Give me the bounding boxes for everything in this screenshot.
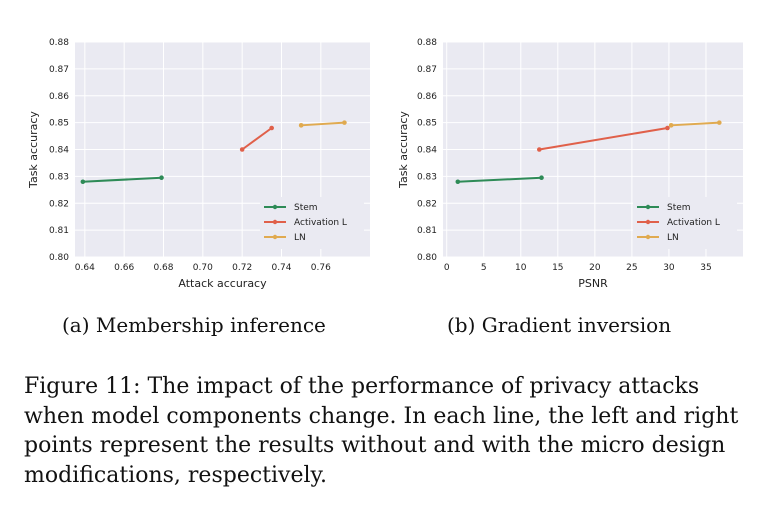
x-tick-label: 0.74 [271, 263, 291, 273]
x-tick-label: 0.66 [114, 263, 134, 273]
legend-marker [645, 234, 651, 240]
chart-membership-inference: 0.80 0.81 0.82 0.83 0.84 0.85 0.86 0.87 0.88 0.64… [27, 38, 370, 290]
y-tick-label: 0.88 [49, 38, 69, 48]
y-axis-label: Task accuracy [397, 111, 410, 189]
chart-gradient-inversion: 0.80 0.81 0.82 0.83 0.84 0.85 0.86 0.87 0.88 0 5 10… [397, 38, 743, 290]
x-tick-label: 0.64 [75, 263, 95, 273]
series-line [457, 176, 542, 183]
y-tick-label: 0.87 [417, 65, 437, 75]
data-point [239, 147, 245, 152]
y-tick-label: 0.82 [49, 199, 69, 209]
x-tick-label: 15 [552, 263, 563, 273]
data-point [455, 179, 461, 185]
y-tick-label: 0.85 [417, 119, 437, 129]
x-tick-label: 0 [444, 263, 450, 273]
x-tick-label: 20 [589, 263, 601, 273]
series-line [241, 127, 273, 151]
data-point [159, 175, 164, 181]
legend-marker [645, 219, 651, 225]
x-tick-label: 0.68 [153, 263, 173, 273]
x-tick-label: 0.76 [311, 263, 331, 273]
x-tick-label: 0.72 [232, 263, 252, 273]
legend-label: Stem [294, 203, 318, 213]
legend-label: Activation L [667, 218, 720, 228]
y-tick-label: 0.84 [417, 146, 437, 156]
series-line [82, 176, 162, 183]
data-point [668, 123, 674, 128]
y-tick-label: 0.82 [417, 199, 437, 209]
x-tick-label: 30 [663, 263, 675, 273]
x-tick-label: 0.70 [193, 263, 213, 273]
data-point [536, 147, 542, 152]
data-point [342, 120, 347, 125]
y-tick-label: 0.83 [417, 172, 437, 182]
series-line [671, 121, 720, 127]
legend-label: Activation L [294, 218, 347, 228]
data-point [716, 120, 722, 125]
series-line [539, 127, 668, 151]
figure-caption: Figure 11: The impact of the performance… [24, 374, 739, 488]
data-point [665, 125, 670, 131]
y-tick-label: 0.80 [417, 253, 437, 263]
y-tick-label: 0.80 [49, 253, 69, 263]
legend-label: Stem [667, 203, 691, 213]
y-tick-label: 0.83 [49, 172, 69, 182]
x-axis-label: PSNR [578, 277, 608, 290]
y-tick-label: 0.81 [417, 226, 437, 236]
x-tick-label: 25 [626, 263, 637, 273]
legend-marker [272, 219, 278, 225]
y-tick-label: 0.87 [49, 65, 69, 75]
y-tick-label: 0.86 [417, 92, 437, 102]
y-tick-label: 0.88 [417, 38, 437, 48]
data-point [80, 179, 86, 185]
y-tick-label: 0.81 [49, 226, 69, 236]
data-point [269, 125, 274, 131]
series-line [301, 121, 345, 127]
subcaption-a: (a) Membership inference [62, 313, 326, 337]
legend-marker [645, 204, 651, 210]
y-tick-label: 0.85 [49, 119, 69, 129]
y-tick-label: 0.86 [49, 92, 69, 102]
y-tick-label: 0.84 [49, 146, 69, 156]
legend-marker [272, 234, 278, 240]
legend-label: LN [294, 233, 306, 243]
data-point [298, 123, 304, 128]
subcaption-b: (b) Gradient inversion [447, 313, 672, 337]
x-tick-label: 10 [515, 263, 527, 273]
x-tick-label: 5 [481, 263, 487, 273]
data-point [539, 175, 544, 181]
legend-marker [272, 204, 278, 210]
legend-label: LN [667, 233, 679, 243]
x-tick-label: 35 [700, 263, 711, 273]
x-axis-label: Attack accuracy [178, 277, 267, 290]
y-axis-label: Task accuracy [27, 111, 40, 189]
